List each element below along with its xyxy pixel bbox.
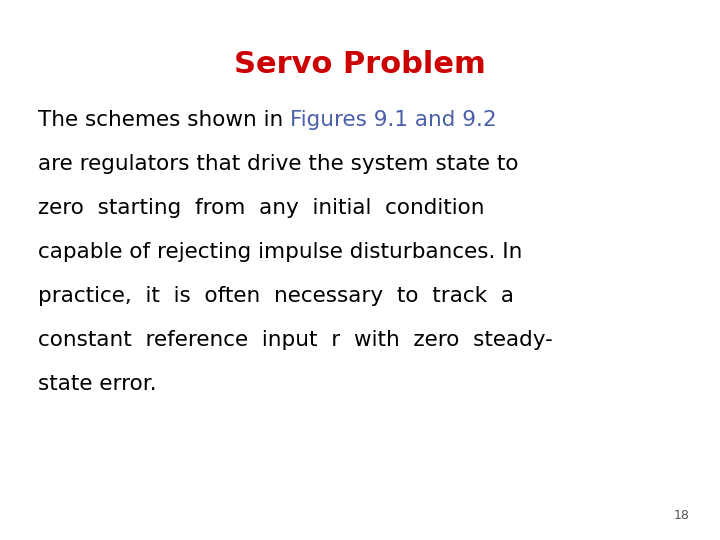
- Text: Servo Problem: Servo Problem: [234, 50, 486, 79]
- Text: capable of rejecting impulse disturbances. In: capable of rejecting impulse disturbance…: [38, 242, 523, 262]
- Text: state error.: state error.: [38, 374, 157, 394]
- Text: are regulators that drive the system state to: are regulators that drive the system sta…: [38, 154, 518, 174]
- Text: Figures 9.1 and 9.2: Figures 9.1 and 9.2: [290, 110, 497, 130]
- Text: zero  starting  from  any  initial  condition: zero starting from any initial condition: [38, 198, 485, 218]
- Text: practice,  it  is  often  necessary  to  track  a: practice, it is often necessary to track…: [38, 286, 514, 306]
- Text: The schemes shown in: The schemes shown in: [38, 110, 290, 130]
- Text: constant  reference  input  r  with  zero  steady-: constant reference input r with zero ste…: [38, 330, 553, 350]
- Text: 18: 18: [674, 509, 690, 522]
